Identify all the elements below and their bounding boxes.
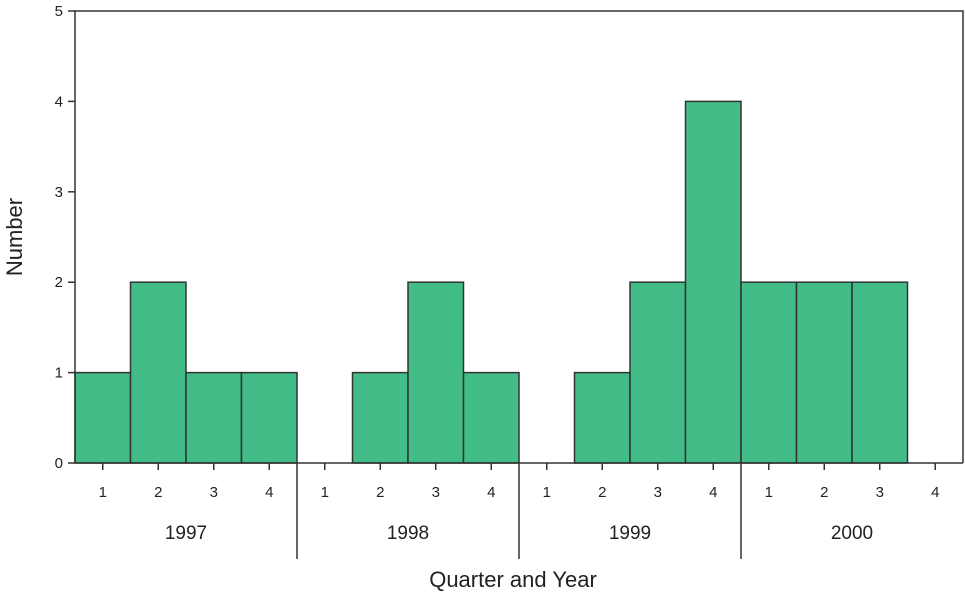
year-label-1997: 1997 <box>165 523 207 544</box>
y-tick-label: 2 <box>55 274 63 291</box>
bar-1999-q2 <box>573 371 631 464</box>
bar-1997-q2 <box>129 281 187 464</box>
x-tick-label: 4 <box>709 484 717 501</box>
y-axis-title: Number <box>2 198 27 276</box>
labels-layer: 0 1 2 3 4 5 1 2 3 4 1 2 3 4 1 2 3 4 1 2 3 4 1997 1998 1999 2000 <box>55 3 940 544</box>
bar-1998-q3 <box>407 281 465 464</box>
x-tick-label: 2 <box>820 484 828 501</box>
x-tick-label: 2 <box>376 484 384 501</box>
bar-2000-q2 <box>795 281 853 464</box>
x-tick-label: 4 <box>487 484 495 501</box>
year-label-1999: 1999 <box>609 523 651 544</box>
x-tick-label: 2 <box>154 484 162 501</box>
x-tick-label: 3 <box>210 484 218 501</box>
bar-2000-q1 <box>740 281 798 464</box>
y-tick-label: 1 <box>55 365 63 382</box>
bar-1999-q4 <box>684 100 742 464</box>
x-tick-label: 1 <box>321 484 329 501</box>
bar-2000-q3 <box>851 281 909 464</box>
bar-1999-q3 <box>629 281 687 464</box>
y-tick-label: 3 <box>55 184 63 201</box>
bar-1997-q4 <box>240 371 298 464</box>
x-tick-label: 2 <box>598 484 606 501</box>
bar-1998-q4 <box>462 371 520 464</box>
bar-1997-q3 <box>185 371 243 464</box>
year-label-2000: 2000 <box>831 523 873 544</box>
x-tick-label: 4 <box>265 484 273 501</box>
y-tick-label: 5 <box>55 3 63 20</box>
x-tick-label: 4 <box>931 484 939 501</box>
x-tick-label: 1 <box>99 484 107 501</box>
axes-layer <box>68 10 964 559</box>
year-label-1998: 1998 <box>387 523 429 544</box>
bar-1997-q1 <box>74 371 132 464</box>
bars-layer <box>74 100 909 464</box>
x-tick-label: 1 <box>765 484 773 501</box>
plot-frame <box>74 10 964 463</box>
y-tick-label: 4 <box>55 93 63 110</box>
x-axis-title: Quarter and Year <box>429 567 597 592</box>
x-tick-label: 3 <box>432 484 440 501</box>
x-tick-label: 3 <box>876 484 884 501</box>
x-tick-label: 1 <box>543 484 551 501</box>
bar-1998-q2 <box>351 371 409 464</box>
y-tick-label: 0 <box>55 455 63 472</box>
x-tick-label: 3 <box>654 484 662 501</box>
